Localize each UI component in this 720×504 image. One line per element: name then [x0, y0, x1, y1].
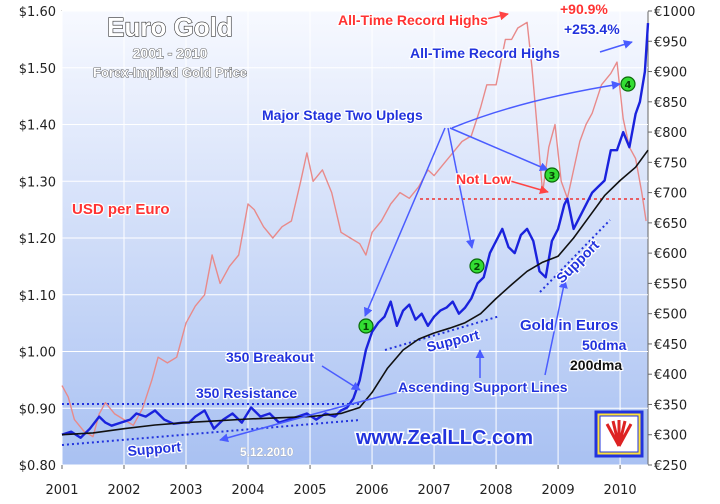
arrow-ascending-3 — [544, 279, 568, 376]
series-line-usd-per-euro — [61, 21, 647, 438]
x-tick-label: 2003 — [169, 483, 202, 498]
right-tick-label: €400 — [654, 368, 687, 383]
support-lines — [61, 198, 648, 446]
x-tick-label: 2006 — [356, 483, 389, 498]
x-tick-label: 2004 — [231, 483, 264, 498]
series-layer — [61, 21, 650, 439]
zeal-logo — [594, 410, 644, 458]
chart-title: Euro Gold — [107, 12, 233, 42]
arrow-upleg-3 — [449, 127, 549, 171]
arrow-upleg-2 — [447, 127, 475, 249]
marker-1 — [358, 318, 374, 334]
x-tick-label: 2005 — [293, 483, 326, 498]
marker-3-label: 3 — [549, 171, 556, 182]
left-tick-label: $1.20 — [19, 232, 56, 247]
right-axis: €250 €300 €350 €400 €450 €500 €550 €600 €650 €700… — [648, 5, 695, 474]
left-tick-label: $0.80 — [19, 459, 56, 474]
right-tick-label: €700 — [654, 187, 687, 202]
marker-2 — [469, 258, 485, 274]
right-tick-label: €450 — [654, 338, 687, 353]
arrow-upleg-1 — [364, 127, 446, 317]
right-tick-label: €650 — [654, 217, 687, 232]
left-tick-label: $1.50 — [19, 62, 56, 77]
right-tick-label: €600 — [654, 247, 687, 262]
gold-in-euros-label: Gold in Euros — [520, 317, 618, 334]
right-tick-label: €500 — [654, 308, 687, 323]
x-tick-label: 2001 — [45, 483, 78, 498]
left-tick-label: $1.40 — [19, 119, 56, 134]
annotation-labels: USD per Euro All-Time Record Highs +90.9… — [71, 0, 628, 460]
arrow-breakout — [321, 365, 361, 391]
right-tick-label: €550 — [654, 277, 687, 292]
resistance-label: 350 Resistance — [196, 385, 297, 401]
dma50-label: 50dma — [582, 337, 627, 353]
right-tick-label: €800 — [654, 126, 687, 141]
left-tick-label: $1.30 — [19, 175, 56, 190]
ascending-label: Ascending Support Lines — [398, 379, 568, 395]
uplegs-label: Major Stage Two Uplegs — [262, 107, 423, 123]
title-block: Euro Gold 2001 - 2010 Forex-Implied Gold… — [93, 11, 248, 80]
arrow-upleg-4 — [451, 80, 621, 129]
marker-4-label: 4 — [625, 80, 632, 91]
marker-3 — [544, 167, 560, 183]
annotation-arrows — [219, 11, 633, 443]
marker-1-label: 1 — [363, 322, 370, 333]
record-highs-usd-label: All-Time Record Highs — [338, 12, 488, 28]
right-tick-label: €1000 — [654, 5, 695, 20]
x-tick-label: 2008 — [480, 483, 513, 498]
right-tick-label: €950 — [654, 35, 687, 50]
left-tick-label: $0.90 — [19, 402, 56, 417]
left-tick-label: $1.10 — [19, 289, 56, 304]
usd-per-euro-label: USD per Euro — [72, 201, 170, 218]
x-tick-label: 2009 — [542, 483, 575, 498]
dma200-label: 200dma — [570, 357, 622, 373]
right-tick-label: €250 — [654, 459, 687, 474]
not-low-label: Not Low — [456, 171, 511, 187]
x-tick-label: 2002 — [107, 483, 140, 498]
arrow-record-eur — [599, 40, 633, 53]
record-highs-eur-label: All-Time Record Highs — [410, 45, 560, 61]
arrow-record-usd — [481, 11, 509, 21]
chart-subtitle: 2001 - 2010 — [133, 45, 208, 61]
chart-subtitle-2: Forex-Implied Gold Price — [93, 65, 247, 80]
x-tick-label: 2010 — [604, 483, 637, 498]
pct-usd-label: +90.9% — [560, 1, 608, 17]
date-label: 5.12.2010 — [240, 445, 294, 459]
breakout-label: 350 Breakout — [226, 349, 314, 365]
website-label: www.ZealLLC.com — [355, 427, 533, 449]
marker-4 — [620, 76, 636, 92]
left-tick-label: $1.00 — [19, 346, 56, 361]
right-tick-label: €350 — [654, 398, 687, 413]
upleg-markers: 1 2 3 4 — [358, 76, 636, 334]
support-line-upper — [539, 219, 611, 293]
series-line-200dma — [61, 149, 649, 436]
left-axis: $0.80 $0.90 $1.00 $1.10 $1.20 $1.30 $1.40 $1.50… — [19, 5, 56, 474]
support-label-1: Support — [127, 438, 182, 459]
arrow-ascending-1 — [219, 384, 431, 443]
pct-eur-label: +253.4% — [564, 21, 620, 37]
right-tick-label: €750 — [654, 156, 687, 171]
x-tick-label: 2007 — [418, 483, 451, 498]
x-axis: 2001 2002 2003 2004 2005 2006 2007 2008 2009 2010 — [45, 465, 637, 498]
right-tick-label: €850 — [654, 96, 687, 111]
left-tick-label: $1.60 — [19, 5, 56, 20]
marker-2-label: 2 — [474, 262, 481, 273]
arrow-not-low — [499, 177, 549, 195]
right-tick-label: €900 — [654, 66, 687, 81]
right-tick-label: €300 — [654, 429, 687, 444]
